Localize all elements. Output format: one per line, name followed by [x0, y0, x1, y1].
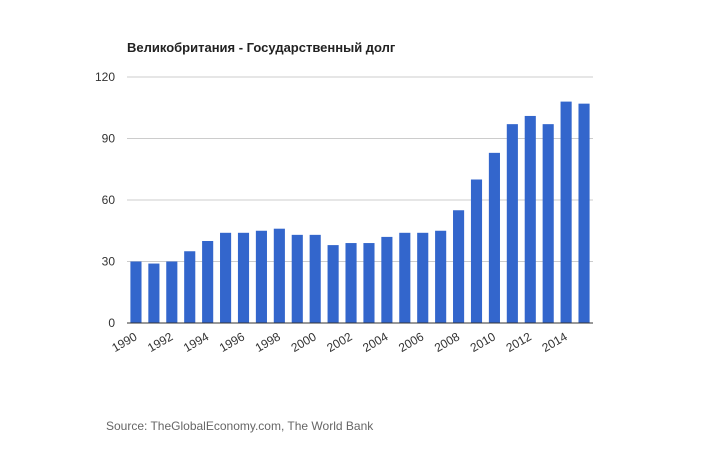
- x-tick-label: 2004: [360, 329, 390, 355]
- source-note: Source: TheGlobalEconomy.com, The World …: [106, 419, 374, 433]
- bar-2015: [578, 103, 590, 324]
- bar-2012: [524, 115, 536, 323]
- x-tick-label: 2008: [432, 329, 462, 355]
- bar-2006: [417, 232, 429, 323]
- x-tick-label: 1996: [217, 329, 247, 355]
- bar-1997: [255, 230, 267, 323]
- bar-2009: [470, 179, 483, 323]
- bar-1990: [130, 261, 142, 323]
- bar-2001: [327, 245, 339, 323]
- y-tick-label: 0: [108, 316, 115, 330]
- bar-2002: [345, 243, 357, 323]
- x-tick-label: 1990: [109, 329, 139, 355]
- bar-1994: [202, 241, 214, 323]
- x-tick-label: 2012: [504, 329, 534, 355]
- bar-1992: [166, 261, 178, 323]
- bar-1991: [148, 263, 160, 323]
- x-tick-label: 2010: [468, 329, 498, 355]
- bar-2004: [381, 236, 393, 323]
- y-tick-label: 30: [102, 255, 116, 269]
- bar-2008: [453, 210, 465, 323]
- x-tick-label: 1994: [181, 329, 211, 355]
- bar-2011: [506, 124, 518, 324]
- x-tick-label: 2014: [539, 329, 569, 355]
- x-tick-label: 2002: [324, 329, 354, 355]
- x-tick-label: 1992: [145, 329, 175, 355]
- bar-2010: [488, 152, 500, 323]
- bar-2003: [363, 243, 375, 323]
- bar-1995: [220, 232, 232, 323]
- bar-2005: [399, 232, 411, 323]
- bar-1993: [184, 251, 196, 323]
- x-tick-label: 1998: [253, 329, 283, 355]
- bar-2000: [309, 234, 321, 323]
- y-tick-label: 90: [102, 132, 116, 146]
- chart-title: Великобритания - Государственный долг: [127, 40, 396, 55]
- bar-1998: [273, 228, 285, 323]
- bar-2007: [435, 230, 447, 323]
- bar-2013: [542, 124, 554, 324]
- bar-2014: [560, 101, 572, 323]
- y-tick-label: 60: [102, 193, 116, 207]
- x-tick-label: 2006: [396, 329, 426, 355]
- y-tick-label: 120: [95, 70, 115, 84]
- x-tick-label: 2000: [289, 329, 319, 355]
- bar-1999: [291, 234, 303, 323]
- bar-1996: [237, 232, 250, 323]
